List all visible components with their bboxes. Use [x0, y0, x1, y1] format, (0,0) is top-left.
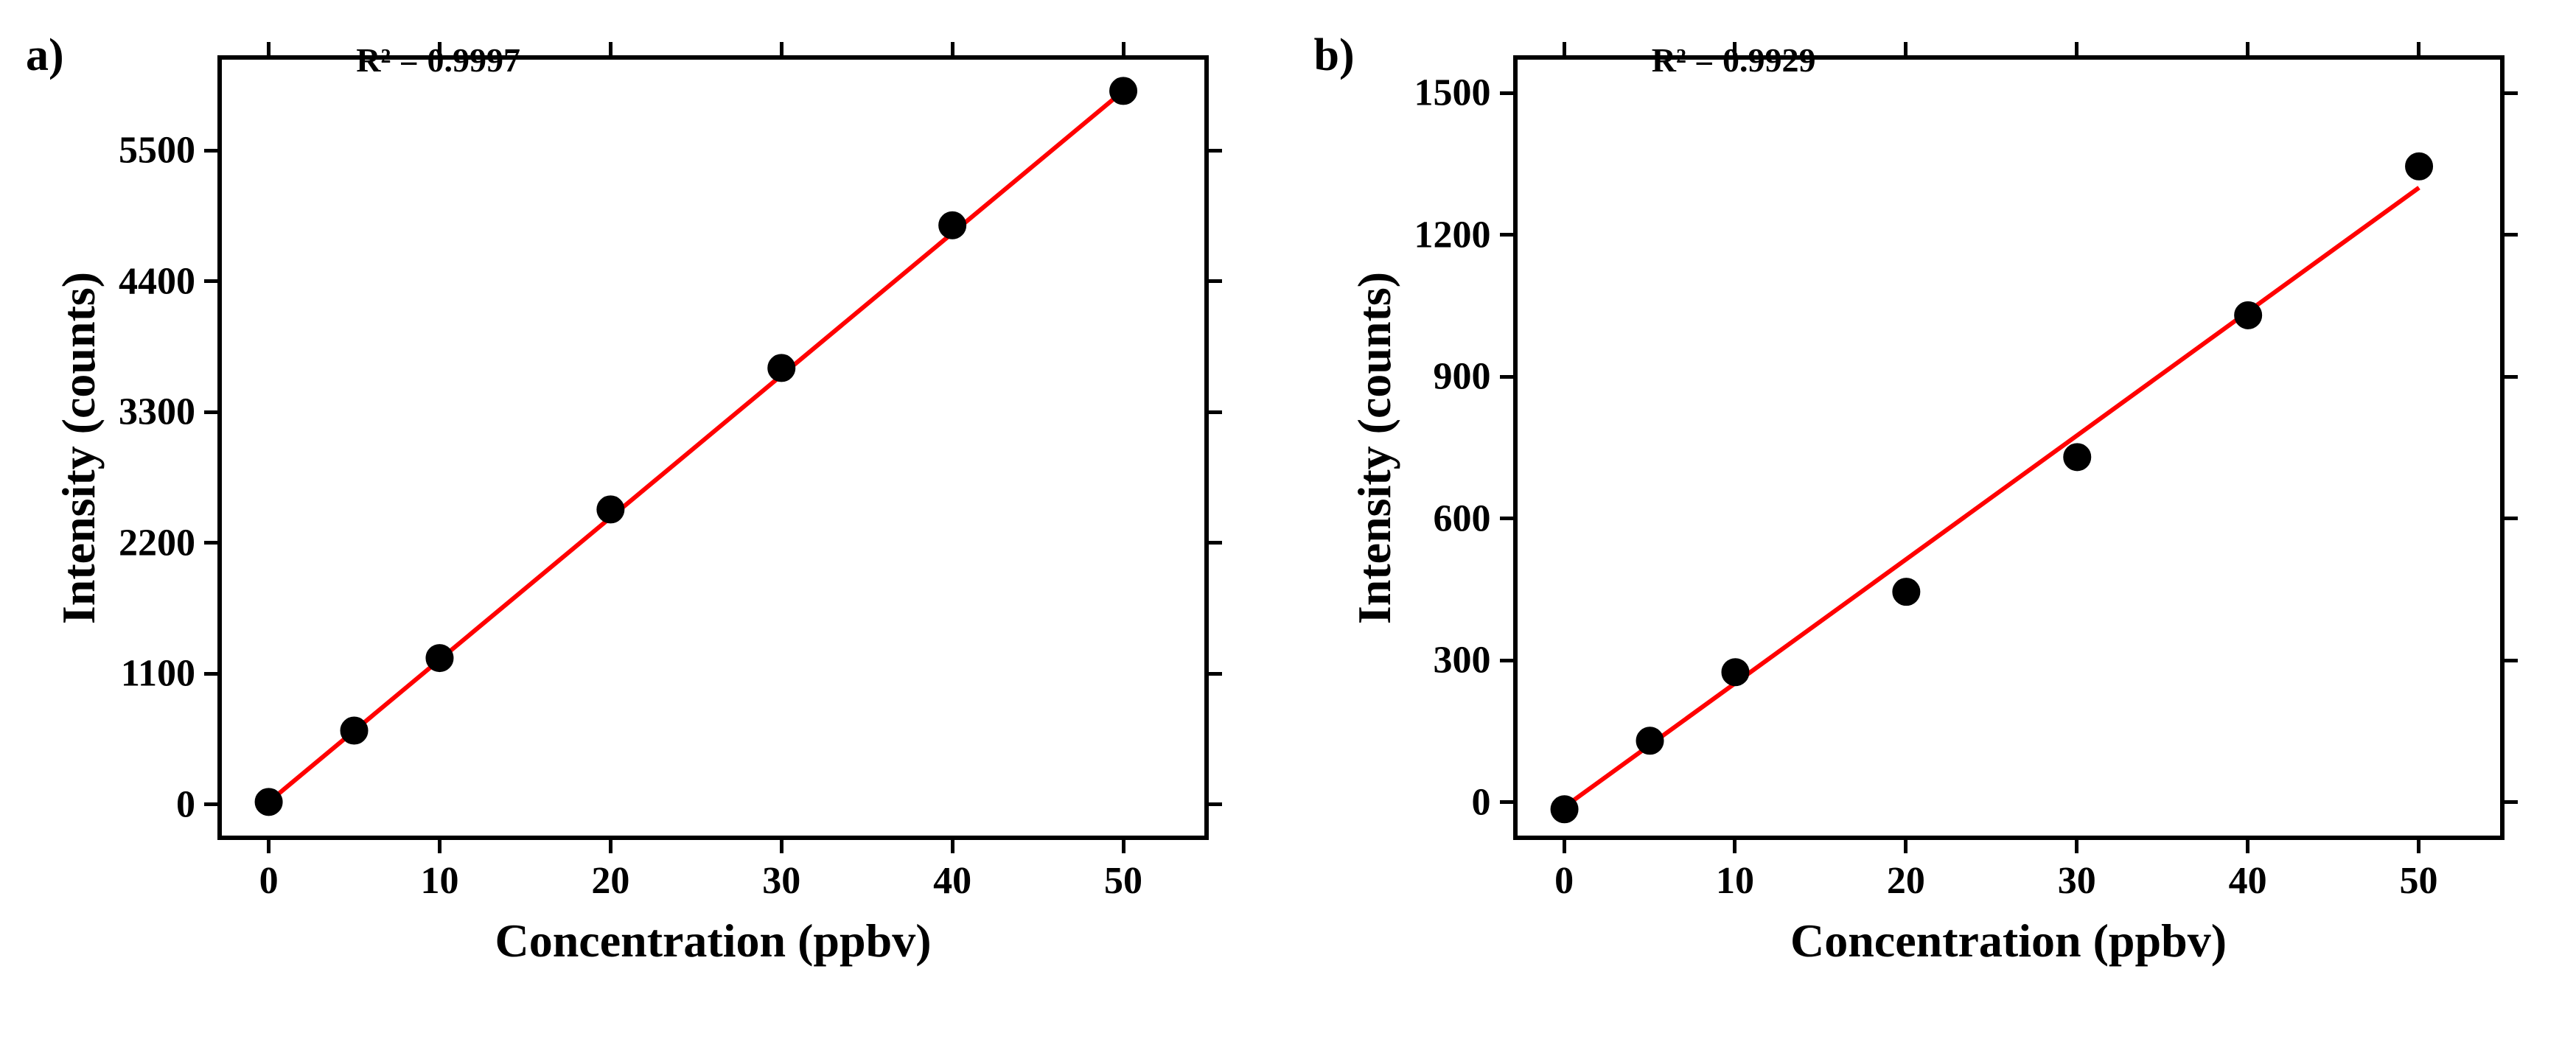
x-tick-label: 40 [933, 859, 971, 903]
x-axis-title: Concentration (ppbv) [495, 914, 931, 968]
x-tick-label: 10 [1716, 859, 1754, 903]
data-point [768, 354, 795, 381]
y-tick-label: 900 [1434, 355, 1491, 399]
plot-svg [217, 55, 1209, 840]
fit-line [1564, 188, 2418, 807]
y-tick-label: 4400 [119, 259, 195, 303]
figure-container: a) R² = 0.9997 0102030405001100220033004… [0, 0, 2576, 1064]
data-point [426, 645, 453, 671]
y-tick-label: 300 [1434, 639, 1491, 682]
x-axis-title: Concentration (ppbv) [1790, 914, 2227, 968]
x-tick-label: 10 [420, 859, 458, 903]
fit-line [269, 91, 1123, 802]
y-tick-label: 1500 [1414, 71, 1491, 115]
panel-b-label: b) [1314, 29, 1355, 82]
panel-a-label: a) [26, 29, 64, 82]
x-tick-label: 50 [1104, 859, 1142, 903]
y-axis-title: Intensity (counts) [1347, 271, 1402, 623]
y-tick-label: 600 [1434, 497, 1491, 540]
x-tick-label: 0 [259, 859, 279, 903]
data-point [1636, 727, 1663, 754]
y-tick-label: 5500 [119, 129, 195, 172]
y-tick-label: 2200 [119, 521, 195, 564]
y-tick-label: 1100 [121, 652, 195, 696]
data-point [256, 788, 282, 815]
data-point [1551, 796, 1577, 822]
y-axis-title: Intensity (counts) [52, 271, 106, 623]
data-point [341, 718, 368, 744]
x-tick-label: 20 [591, 859, 629, 903]
data-point [2406, 153, 2432, 180]
data-point [2235, 302, 2261, 329]
data-point [597, 496, 624, 522]
x-tick-label: 30 [762, 859, 800, 903]
panel-b: b) R² = 0.9929 0102030405003006009001200… [1288, 0, 2576, 1064]
x-tick-label: 30 [2058, 859, 2096, 903]
data-point [1110, 77, 1137, 104]
y-tick-label: 3300 [119, 391, 195, 434]
data-point [939, 212, 966, 239]
y-tick-label: 0 [176, 783, 195, 826]
x-tick-label: 50 [2400, 859, 2438, 903]
y-tick-label: 0 [1472, 780, 1491, 824]
panel-a: a) R² = 0.9997 0102030405001100220033004… [0, 0, 1288, 1064]
x-tick-label: 40 [2229, 859, 2267, 903]
x-tick-label: 0 [1554, 859, 1574, 903]
y-tick-label: 1200 [1414, 213, 1491, 256]
plot-svg [1513, 55, 2505, 840]
data-point [1893, 578, 1919, 605]
data-point [1722, 659, 1748, 685]
x-tick-label: 20 [1887, 859, 1925, 903]
data-point [2064, 444, 2090, 470]
